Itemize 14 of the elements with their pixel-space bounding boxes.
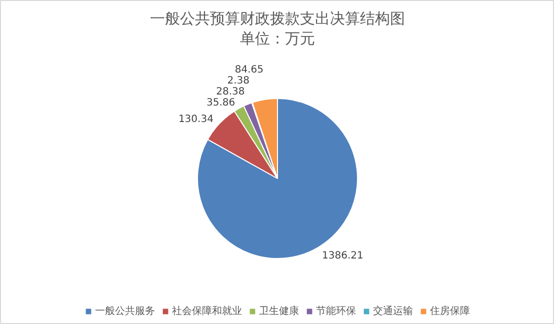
chart-subtitle: 单位：万元 <box>240 30 315 48</box>
legend-label: 社会保障和就业 <box>172 304 242 318</box>
legend-label: 一般公共服务 <box>95 304 155 318</box>
data-label: 1386.21 <box>322 250 364 262</box>
data-label: 2.38 <box>227 75 250 86</box>
legend-label: 卫生健康 <box>259 304 299 318</box>
data-label: 35.86 <box>206 97 236 108</box>
data-label: 84.65 <box>234 64 264 76</box>
data-label: 28.38 <box>216 86 245 98</box>
legend-label: 节能环保 <box>316 304 356 318</box>
chart-title: 一般公共预算财政拨款支出决算结构图 <box>150 10 405 28</box>
data-label: 130.34 <box>178 114 214 126</box>
legend-label: 交通运输 <box>373 304 413 318</box>
legend-label: 住房保障 <box>430 304 470 318</box>
